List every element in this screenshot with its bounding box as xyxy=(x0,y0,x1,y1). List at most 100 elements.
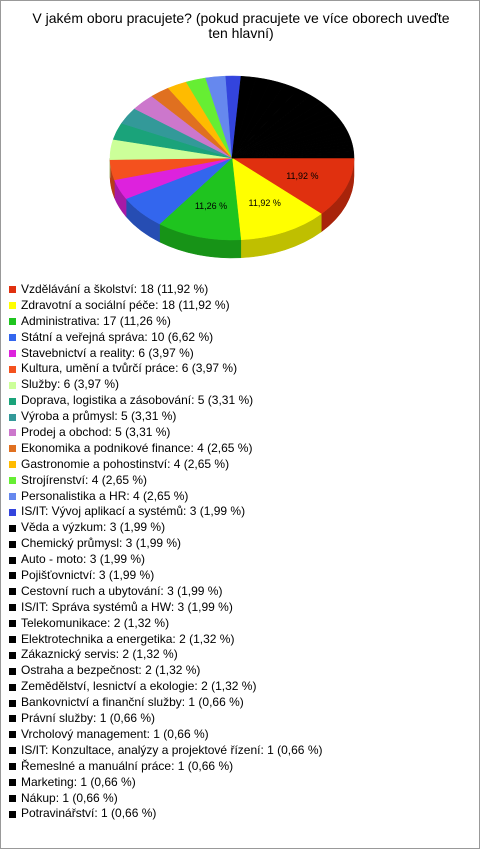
legend-item: Ostraha a bezpečnost: 2 (1,32 %) xyxy=(9,663,322,679)
pie-chart: 11,92 % 11,92 % 11,26 % xyxy=(109,75,355,259)
legend-swatch xyxy=(9,731,16,739)
legend-item: Vrcholový management: 1 (0,66 %) xyxy=(9,727,322,743)
legend-item: Administrativa: 17 (11,26 %) xyxy=(9,314,322,330)
legend-label: Telekomunikace: 2 (1,32 %) xyxy=(21,615,170,630)
legend-label: Pojišťovnictví: 3 (1,99 %) xyxy=(21,568,155,583)
legend-item: Pojišťovnictví: 3 (1,99 %) xyxy=(9,568,322,584)
legend-swatch xyxy=(9,477,16,485)
legend-label: Zdravotní a sociální péče: 18 (11,92 %) xyxy=(21,297,230,312)
legend-label: Administrativa: 17 (11,26 %) xyxy=(21,313,171,328)
legend-item: Personalistika a HR: 4 (2,65 %) xyxy=(9,489,322,505)
legend-item: Nákup: 1 (0,66 %) xyxy=(9,791,322,807)
slice xyxy=(231,154,355,159)
legend-item: Vzdělávání a školství: 18 (11,92 %) xyxy=(9,282,322,298)
legend-label: Ostraha a bezpečnost: 2 (1,32 %) xyxy=(21,663,201,678)
legend-label: Bankovnictví a finanční služby: 1 (0,66 … xyxy=(21,695,244,710)
legend-swatch xyxy=(9,763,16,771)
legend: Vzdělávání a školství: 18 (11,92 %) Zdrav… xyxy=(9,282,322,822)
legend-swatch xyxy=(9,334,16,342)
slice xyxy=(231,157,322,241)
legend-label: Právní služby: 1 (0,66 %) xyxy=(21,711,156,726)
legend-label: Ekonomika a podnikové finance: 4 (2,65 %… xyxy=(21,440,253,455)
legend-label: Věda a výzkum: 3 (1,99 %) xyxy=(21,520,166,535)
legend-swatch xyxy=(9,699,16,707)
legend-item: Ekonomika a podnikové finance: 4 (2,65 %… xyxy=(9,441,322,457)
legend-item: IS/IT: Vývoj aplikací a systémů: 3 (1,99… xyxy=(9,504,322,520)
legend-label: Potravinářství: 1 (0,66 %) xyxy=(21,806,157,821)
legend-swatch xyxy=(9,715,16,723)
legend-swatch xyxy=(9,747,16,755)
legend-item: Právní služby: 1 (0,66 %) xyxy=(9,711,322,727)
legend-swatch xyxy=(9,413,16,421)
legend-swatch xyxy=(9,779,16,787)
legend-swatch xyxy=(9,540,16,548)
legend-item: Řemeslné a manuální práce: 1 (0,66 %) xyxy=(9,759,322,775)
legend-item: Prodej a obchod: 5 (3,31 %) xyxy=(9,425,322,441)
legend-label: Státní a veřejná správa: 10 (6,62 %) xyxy=(21,329,214,344)
legend-label: Služby: 6 (3,97 %) xyxy=(21,377,120,392)
legend-label: Personalistika a HR: 4 (2,65 %) xyxy=(21,488,189,503)
legend-item: Marketing: 1 (0,66 %) xyxy=(9,775,322,791)
legend-swatch xyxy=(9,572,16,580)
legend-label: Marketing: 1 (0,66 %) xyxy=(21,774,136,789)
legend-swatch xyxy=(9,286,16,294)
legend-item: IS/IT: Konzultace, analýzy a projektové … xyxy=(9,743,322,759)
legend-label: Zemědělství, lesnictví a ekologie: 2 (1,… xyxy=(21,679,257,694)
slice-label: 11,92 % xyxy=(249,198,281,208)
legend-label: Prodej a obchod: 5 (3,31 %) xyxy=(21,425,171,440)
legend-swatch xyxy=(9,683,16,691)
legend-swatch xyxy=(9,620,16,628)
legend-label: IS/IT: Konzultace, analýzy a projektové … xyxy=(21,742,323,757)
chart-title: V jakém oboru pracujete? (pokud pracujet… xyxy=(32,10,450,41)
legend-swatch xyxy=(9,429,16,437)
legend-item: Zemědělství, lesnictví a ekologie: 2 (1,… xyxy=(9,679,322,695)
legend-label: Výroba a průmysl: 5 (3,31 %) xyxy=(21,409,177,424)
legend-item: Bankovnictví a finanční služby: 1 (0,66 … xyxy=(9,695,322,711)
legend-label: Stavebnictví a reality: 6 (3,97 %) xyxy=(21,345,194,360)
legend-item: Telekomunikace: 2 (1,32 %) xyxy=(9,616,322,632)
legend-label: Vzdělávání a školství: 18 (11,92 %) xyxy=(21,282,209,296)
legend-item: Doprava, logistika a zásobování: 5 (3,31… xyxy=(9,393,322,409)
legend-swatch xyxy=(9,588,16,596)
slice xyxy=(159,157,242,241)
legend-label: Nákup: 1 (0,66 %) xyxy=(21,790,118,805)
legend-swatch xyxy=(9,365,16,373)
legend-swatch xyxy=(9,381,16,389)
legend-swatch xyxy=(9,556,16,564)
legend-item: Chemický průmysl: 3 (1,99 %) xyxy=(9,536,322,552)
legend-label: Auto - moto: 3 (1,99 %) xyxy=(21,552,146,567)
legend-item: IS/IT: Správa systémů a HW: 3 (1,99 %) xyxy=(9,600,322,616)
legend-swatch xyxy=(9,651,16,659)
slice xyxy=(231,157,355,215)
legend-label: Řemeslné a manuální práce: 1 (0,66 %) xyxy=(21,758,234,773)
legend-item: Gastronomie a pohostinství: 4 (2,65 %) xyxy=(9,457,322,473)
legend-item: Věda a výzkum: 3 (1,99 %) xyxy=(9,520,322,536)
legend-swatch xyxy=(9,318,16,326)
legend-item: Státní a veřejná správa: 10 (6,62 %) xyxy=(9,330,322,346)
legend-item: Kultura, umění a tvůrčí práce: 6 (3,97 %… xyxy=(9,361,322,377)
slice-label: 11,92 % xyxy=(286,171,318,181)
legend-swatch xyxy=(9,604,16,612)
legend-label: Vrcholový management: 1 (0,66 %) xyxy=(21,726,209,741)
legend-item: Stavebnictví a reality: 6 (3,97 %) xyxy=(9,346,322,362)
legend-swatch xyxy=(9,350,16,357)
legend-item: Výroba a průmysl: 5 (3,31 %) xyxy=(9,409,322,425)
legend-label: Elektrotechnika a energetika: 2 (1,32 %) xyxy=(21,631,235,646)
legend-label: Strojírenství: 4 (2,65 %) xyxy=(21,472,148,487)
legend-item: Zákaznický servis: 2 (1,32 %) xyxy=(9,647,322,663)
legend-item: Elektrotechnika a energetika: 2 (1,32 %) xyxy=(9,632,322,648)
legend-label: IS/IT: Správa systémů a HW: 3 (1,99 %) xyxy=(21,599,233,614)
legend-label: Zákaznický servis: 2 (1,32 %) xyxy=(21,647,178,662)
legend-label: Cestovní ruch a ubytování: 3 (1,99 %) xyxy=(21,583,223,598)
legend-swatch xyxy=(9,445,16,453)
legend-item: Strojírenství: 4 (2,65 %) xyxy=(9,473,322,489)
legend-label: Gastronomie a pohostinství: 4 (2,65 %) xyxy=(21,456,230,471)
legend-swatch xyxy=(9,302,16,310)
legend-swatch xyxy=(9,508,16,516)
legend-label: Chemický průmysl: 3 (1,99 %) xyxy=(21,536,182,551)
legend-swatch xyxy=(9,461,16,469)
legend-swatch xyxy=(9,794,16,802)
legend-swatch xyxy=(9,397,16,405)
legend-swatch xyxy=(9,667,16,675)
